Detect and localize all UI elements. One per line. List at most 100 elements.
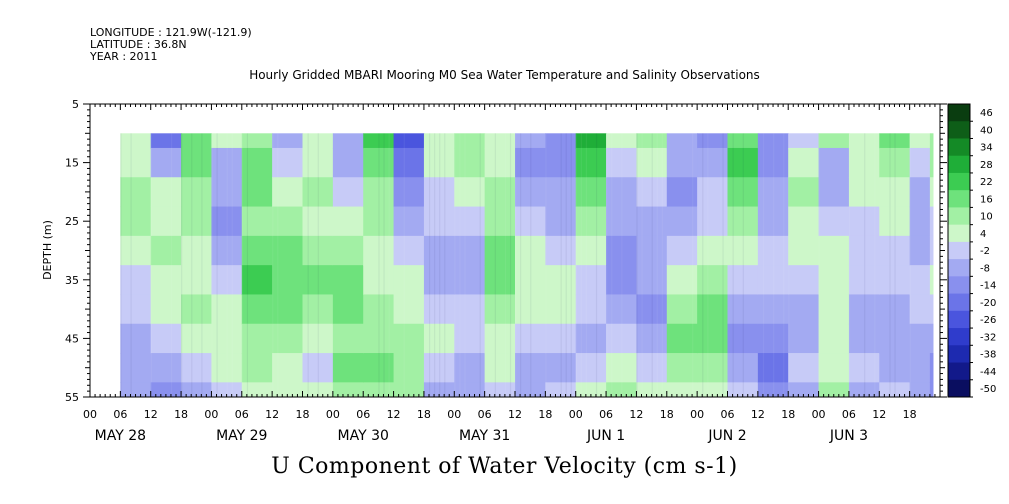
heatmap-cell	[484, 147, 516, 178]
heatmap-cell	[423, 147, 455, 178]
heatmap-cell	[393, 147, 425, 178]
heatmap-cell	[393, 265, 425, 296]
heatmap-cell	[120, 177, 152, 208]
heatmap-cell	[909, 323, 931, 354]
heatmap-cell	[636, 265, 668, 296]
heatmap-cell	[606, 133, 638, 149]
heatmap-cell	[606, 177, 638, 208]
heatmap-cell	[393, 206, 425, 237]
heatmap-cell	[697, 265, 729, 296]
texture-streak	[611, 133, 613, 397]
heatmap-cell	[363, 323, 395, 354]
heatmap-cell	[363, 206, 395, 237]
texture-streak	[565, 133, 567, 397]
heatmap-cell	[484, 323, 516, 354]
x-tick-label: 18	[903, 408, 917, 421]
heatmap-cell	[636, 382, 668, 397]
texture-streak	[651, 133, 653, 397]
heatmap-cell	[302, 382, 334, 397]
day-label: MAY 31	[459, 428, 510, 444]
heatmap-cell	[241, 177, 273, 208]
heatmap-cell	[150, 323, 182, 354]
colorbar-label: -14	[980, 281, 996, 292]
heatmap-cell	[879, 353, 911, 383]
heatmap-cell	[909, 382, 931, 397]
heatmap-cell	[423, 382, 455, 397]
heatmap-cell	[606, 235, 638, 266]
heatmap-cell	[606, 265, 638, 296]
heatmap-cell	[929, 177, 934, 208]
texture-streak	[428, 133, 431, 397]
heatmap-cell	[211, 353, 243, 383]
x-tick-label: 06	[356, 408, 370, 421]
heatmap-cell	[788, 177, 820, 208]
colorbar-label: 10	[980, 212, 993, 223]
texture-streak	[388, 133, 390, 397]
texture-streak	[307, 133, 309, 397]
heatmap-cell	[757, 353, 789, 383]
heatmap-cell	[211, 206, 243, 237]
y-tick-label: 5	[72, 98, 79, 111]
texture-streak	[570, 133, 572, 397]
colorbar-swatch	[948, 138, 970, 157]
heatmap-cell	[272, 235, 304, 266]
heatmap-cell	[879, 133, 911, 149]
texture-streak	[181, 133, 183, 397]
heatmap-cell	[666, 177, 698, 208]
x-tick-label: 18	[660, 408, 674, 421]
texture-streak	[636, 133, 638, 397]
heatmap-cell	[697, 235, 729, 266]
heatmap-cell	[515, 382, 546, 397]
texture-streak	[170, 133, 173, 397]
texture-streak	[464, 133, 466, 397]
heatmap-cell	[211, 133, 243, 149]
heatmap-cell	[697, 382, 729, 397]
x-tick-label: 06	[842, 408, 856, 421]
colorbar-swatch	[948, 362, 970, 381]
heatmap-cell	[727, 265, 759, 296]
colorbar-swatch	[948, 190, 970, 208]
heatmap-cell	[302, 235, 334, 266]
heatmap-cell	[666, 133, 698, 149]
colorbar-label: 4	[980, 229, 986, 240]
heatmap-cell	[272, 147, 304, 178]
texture-streak	[504, 133, 507, 397]
colorbar-label: 28	[980, 160, 993, 171]
heatmap-cell	[818, 382, 850, 397]
texture-streak	[494, 133, 496, 397]
texture-streak	[530, 133, 532, 397]
heatmap-cell	[929, 353, 934, 383]
x-tick-label: 06	[478, 408, 492, 421]
heatmap-cell	[181, 133, 213, 149]
heatmap-cell	[818, 147, 850, 178]
day-label: JUN 2	[707, 428, 746, 444]
texture-streak	[585, 133, 588, 397]
heatmap-cell	[393, 353, 425, 383]
heatmap-cell	[150, 294, 182, 325]
texture-streak	[874, 133, 876, 397]
texture-streak	[656, 133, 658, 397]
texture-streak	[272, 133, 274, 397]
heatmap-cell	[150, 235, 182, 266]
heatmap-cell	[636, 323, 668, 354]
x-tick-label: 18	[781, 408, 795, 421]
day-label: MAY 30	[338, 428, 389, 444]
heatmap-cell	[332, 133, 364, 149]
heatmap-cell	[727, 177, 759, 208]
heatmap-cell	[241, 353, 273, 383]
heatmap-cell	[454, 294, 486, 325]
heatmap-cell	[332, 323, 364, 354]
heatmap-cell	[848, 133, 880, 149]
texture-streak	[722, 133, 724, 397]
heatmap-cell	[727, 206, 759, 237]
heatmap-cell	[818, 235, 850, 266]
heatmap-cell	[515, 265, 546, 296]
texture-streak	[702, 133, 704, 397]
heatmap-cell	[757, 133, 789, 149]
colorbar-label: 40	[980, 125, 993, 136]
heatmap-cell	[302, 265, 334, 296]
velocity-heatmap: 00 06 12 18 00 06 12 18 00 06 12 18 00 06 12 18 00 06 12 18…	[41, 98, 996, 444]
heatmap-cell	[363, 177, 395, 208]
year-label: YEAR : 2011	[90, 50, 158, 63]
texture-streak	[226, 133, 228, 397]
